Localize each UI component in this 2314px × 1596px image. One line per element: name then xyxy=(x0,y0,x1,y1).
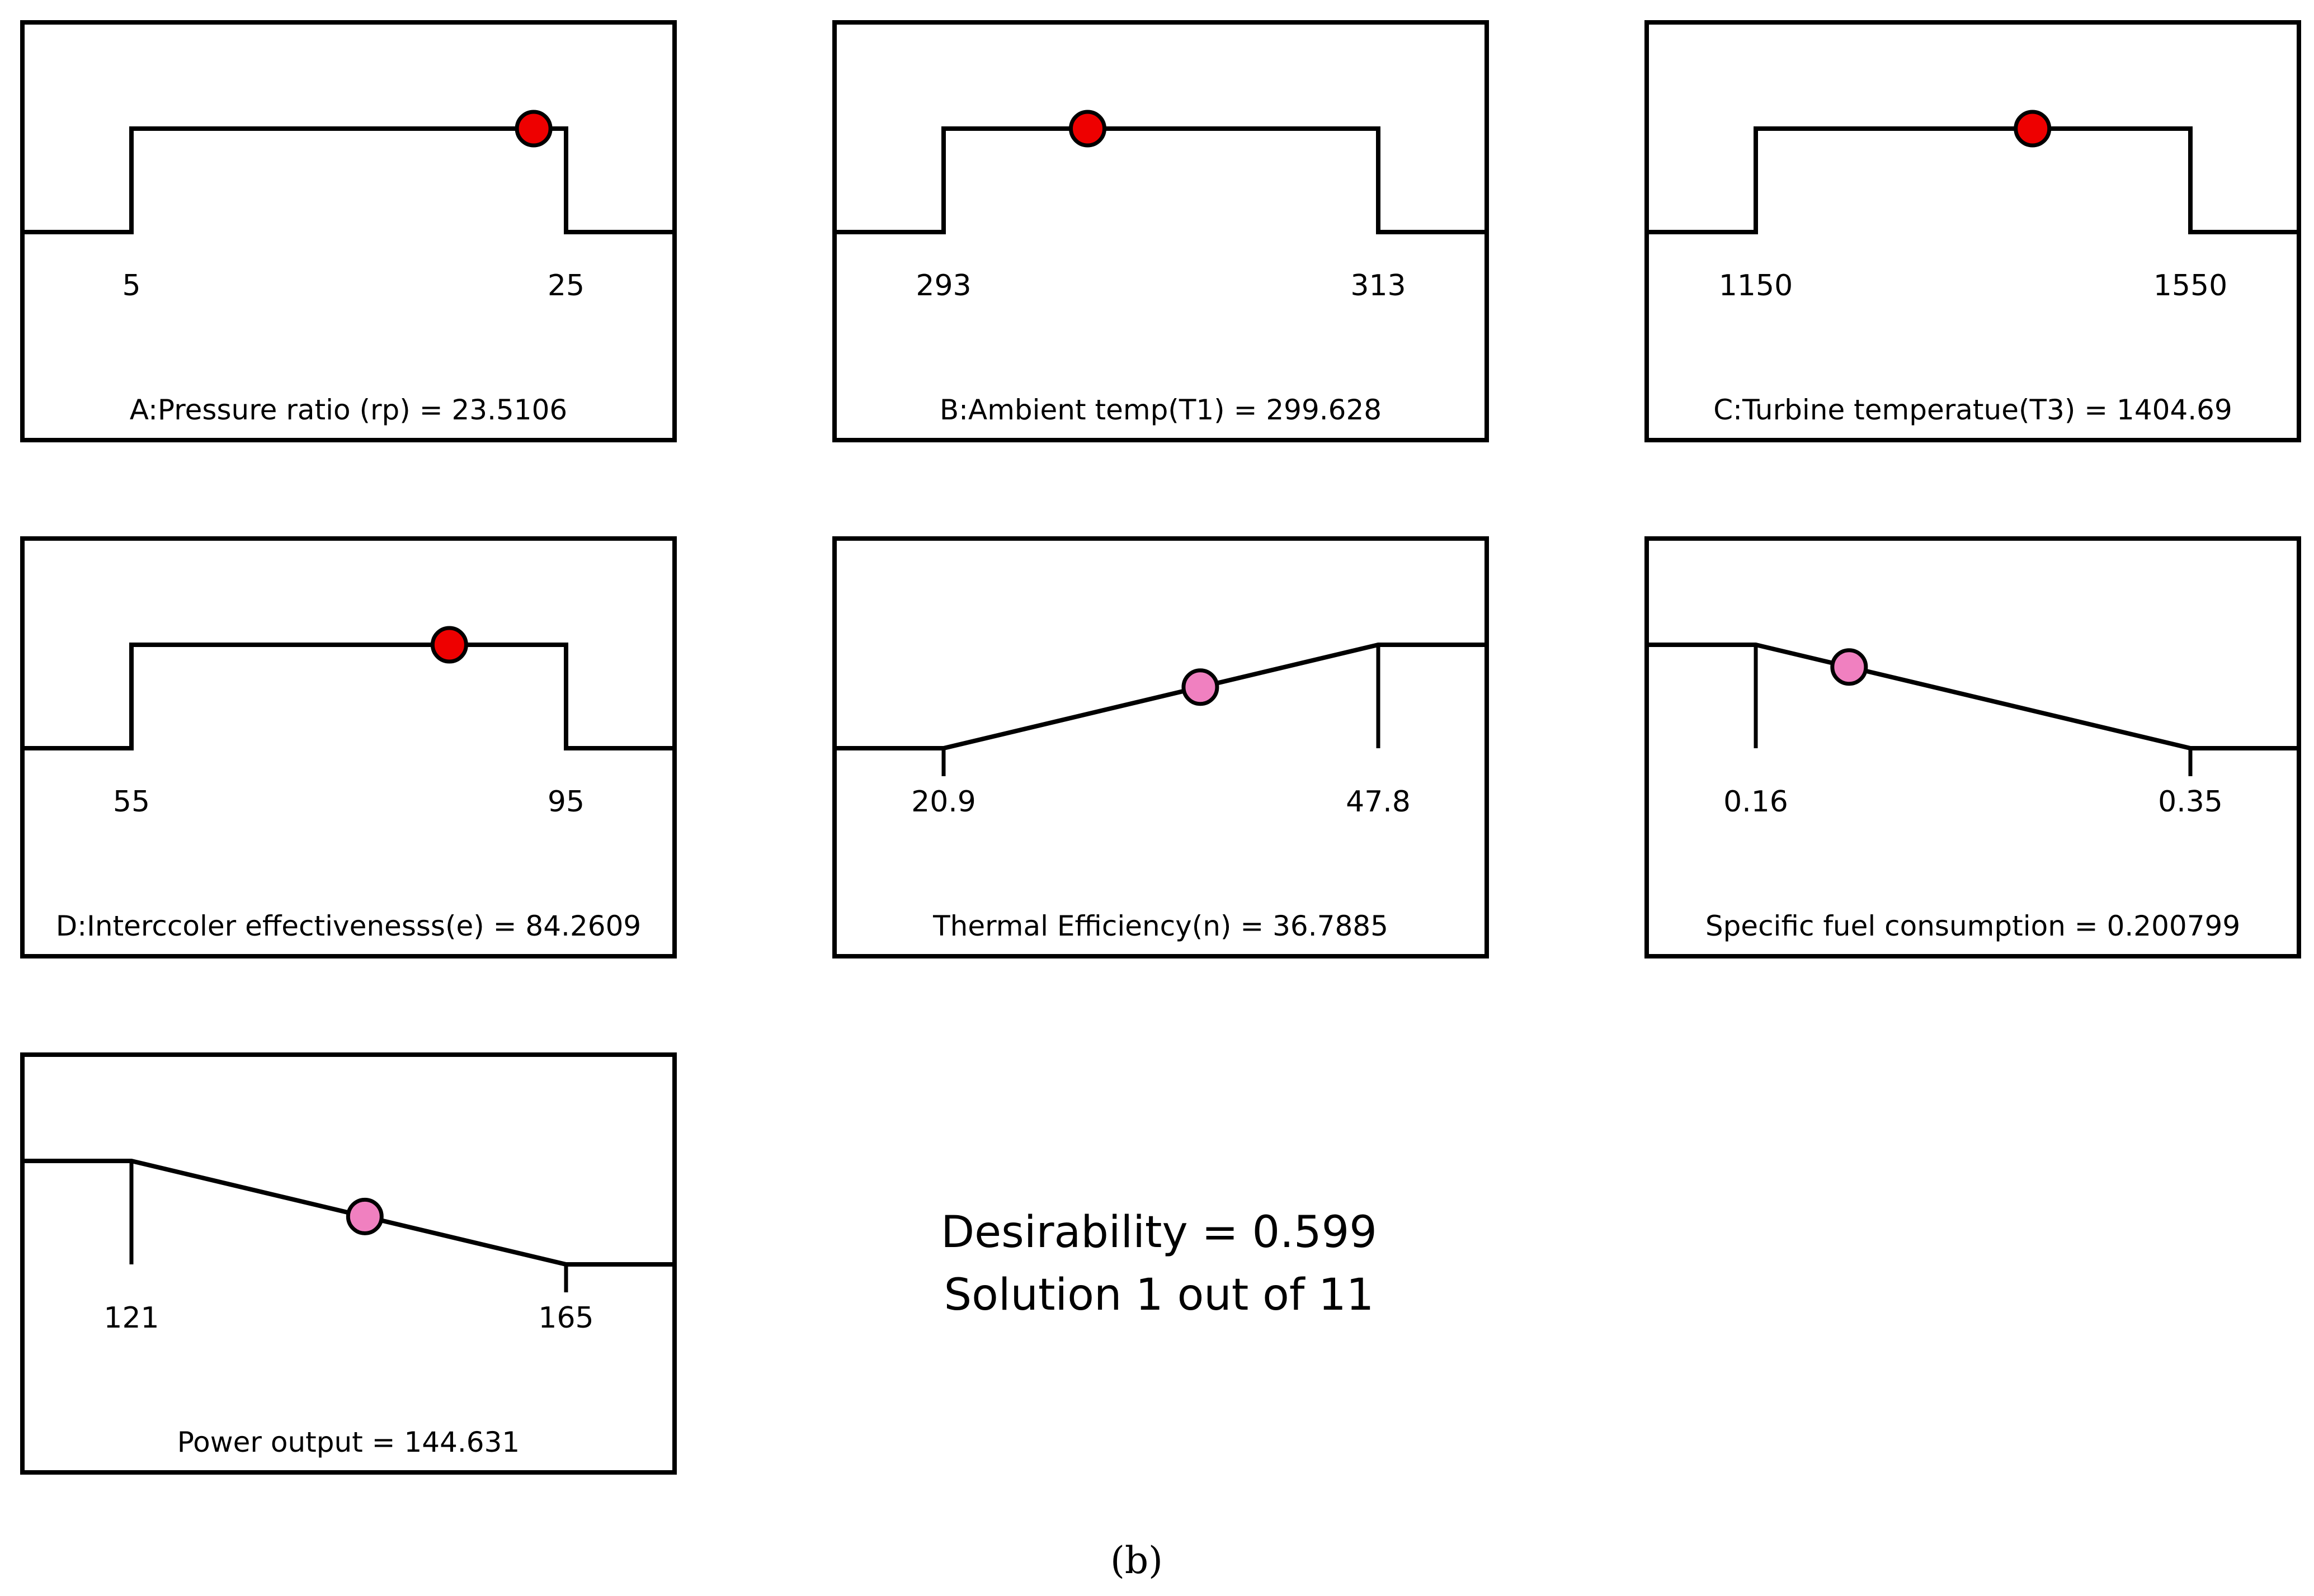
panel-label: C:Turbine temperatue(T3) = 1404.69 xyxy=(1713,394,2232,426)
ramp-panel-3: 1150 1550 C:Turbine temperatue(T3) = 1404.… xyxy=(1644,20,2301,442)
ramp-panel-5: 20.9 47.8 Thermal Efficiency(n) = 36.7885 xyxy=(832,536,1489,958)
current-setting-marker xyxy=(346,1197,384,1235)
low-limit-label: 293 xyxy=(916,269,971,303)
current-setting-marker xyxy=(430,626,468,664)
desirability-ramp-line xyxy=(22,643,675,750)
low-limit-label: 0.16 xyxy=(1723,785,1788,819)
high-limit-label: 25 xyxy=(548,269,585,303)
ramp-panel-7: 121 165 Power output = 144.631 xyxy=(20,1052,677,1475)
desirability-ramp-line xyxy=(835,126,1487,234)
ramp-panel-4: 55 95 D:Interccoler effectivenesss(e) = 84… xyxy=(20,536,677,958)
panel-label: D:Interccoler effectivenesss(e) = 84.260… xyxy=(56,910,641,942)
desirability-ramp-line xyxy=(835,643,1487,750)
solution-text: Solution 1 out of 11 xyxy=(944,1270,1374,1320)
panel-label: B:Ambient temp(T1) = 299.628 xyxy=(940,394,1382,426)
high-limit-label: 165 xyxy=(538,1301,593,1335)
figure-caption: (b) xyxy=(1110,1539,1163,1582)
panel-label: A:Pressure ratio (rp) = 23.5106 xyxy=(130,394,568,426)
current-setting-marker xyxy=(1068,110,1106,148)
current-setting-marker xyxy=(515,110,553,148)
low-limit-label: 1150 xyxy=(1719,269,1793,303)
panel-label: Power output = 144.631 xyxy=(177,1426,520,1458)
low-limit-label: 121 xyxy=(103,1301,159,1335)
high-limit-label: 47.8 xyxy=(1346,785,1411,819)
current-setting-marker xyxy=(1830,648,1868,686)
desirability-ramp-line xyxy=(22,126,675,234)
desirability-ramp-line xyxy=(1647,126,2299,234)
ramp-panel-6: 0.16 0.35 Specific fuel consumption = 0.20… xyxy=(1644,536,2301,958)
panel-label: Thermal Efficiency(n) = 36.7885 xyxy=(932,910,1388,942)
desirability-ramp-line xyxy=(1647,643,2299,750)
high-limit-label: 0.35 xyxy=(2158,785,2223,819)
high-limit-label: 95 xyxy=(548,785,585,819)
low-limit-label: 55 xyxy=(113,785,150,819)
panel-label: Specific fuel consumption = 0.200799 xyxy=(1705,910,2240,942)
desirability-text: Desirability = 0.599 xyxy=(941,1207,1377,1258)
low-limit-label: 20.9 xyxy=(911,785,976,819)
low-limit-label: 5 xyxy=(122,269,140,303)
current-setting-marker xyxy=(2014,110,2052,148)
ramp-panel-1: 5 25 A:Pressure ratio (rp) = 23.5106 xyxy=(20,20,677,442)
ramp-panel-2: 293 313 B:Ambient temp(T1) = 299.628 xyxy=(832,20,1489,442)
high-limit-label: 313 xyxy=(1350,269,1406,303)
high-limit-label: 1550 xyxy=(2153,269,2227,303)
current-setting-marker xyxy=(1181,668,1219,706)
